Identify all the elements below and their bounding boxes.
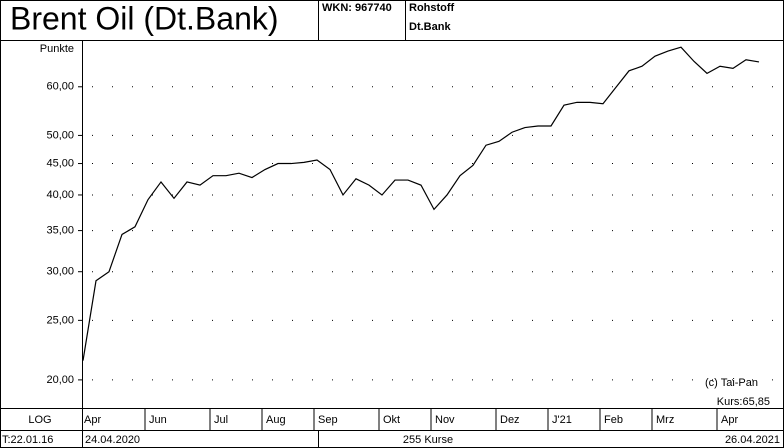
x-tick-label: Dez	[500, 414, 520, 426]
x-tick-label: Okt	[383, 414, 400, 426]
last-price: Kurs:65,85	[717, 396, 770, 408]
x-tick-label: Feb	[604, 414, 623, 426]
start-date: 24.04.2020	[85, 434, 140, 446]
x-tick-label: Apr	[721, 414, 738, 426]
x-tick-label: J'21	[552, 414, 572, 426]
issuer: Dt.Bank	[409, 21, 451, 33]
asset-class: Rohstoff	[409, 2, 455, 14]
x-tick-label: Jul	[214, 414, 228, 426]
y-tick-label: 25,00	[46, 314, 74, 326]
y-tick-label: 40,00	[46, 189, 74, 201]
end-date: 26.04.2021	[725, 434, 780, 446]
y-tick-label: 35,00	[46, 224, 74, 236]
count: 255 Kurse	[403, 434, 453, 446]
copyright: (c) Tai-Pan	[705, 377, 758, 389]
x-tick-label: Mrz	[656, 414, 674, 426]
chart-title: Brent Oil (Dt.Bank)	[10, 0, 279, 36]
x-tick-label: Nov	[435, 414, 455, 426]
y-tick-label: 45,00	[46, 157, 74, 169]
x-tick-label: Sep	[318, 414, 338, 426]
x-tick-label: Jun	[149, 414, 167, 426]
price-line	[82, 46, 760, 361]
y-tick-label: 50,00	[46, 129, 74, 141]
y-tick-label: 20,00	[46, 374, 74, 386]
y-axis-label: Punkte	[40, 43, 74, 55]
y-tick-label: 30,00	[46, 266, 74, 278]
x-tick-label: Apr	[84, 414, 101, 426]
y-tick-label: 60,00	[46, 81, 74, 93]
created-date: T:22.01.16	[2, 434, 53, 446]
scale-label: LOG	[28, 414, 51, 426]
x-tick-label: Aug	[266, 414, 286, 426]
wkn: WKN: 967740	[322, 2, 392, 14]
